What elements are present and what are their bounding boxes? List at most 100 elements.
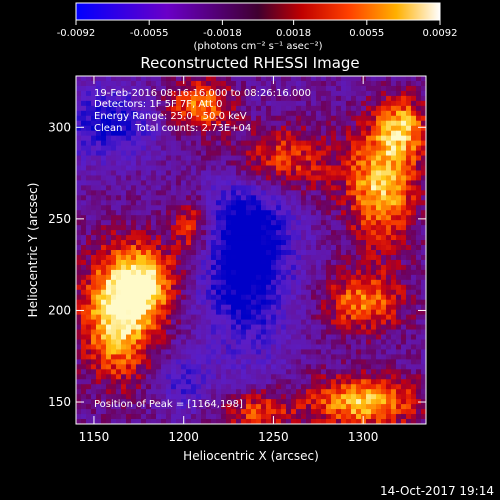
heatmap-cell <box>126 165 132 171</box>
heatmap-cell <box>236 394 242 400</box>
heatmap-cell <box>171 419 177 425</box>
heatmap-cell <box>96 80 102 87</box>
heatmap-cell <box>421 324 427 330</box>
heatmap-cell <box>416 85 422 92</box>
heatmap-cell <box>301 120 307 127</box>
heatmap-cell <box>301 339 307 345</box>
heatmap-cell <box>306 105 312 112</box>
heatmap-cell <box>251 394 257 400</box>
heatmap-cell <box>226 135 232 142</box>
heatmap-cell <box>266 110 272 117</box>
heatmap-cell <box>336 180 342 186</box>
heatmap-cell <box>76 354 82 360</box>
heatmap-cell <box>286 76 292 82</box>
heatmap-cell <box>376 324 382 330</box>
heatmap-cell <box>76 304 82 311</box>
heatmap-cell <box>276 364 282 370</box>
heatmap-cell <box>191 115 197 122</box>
heatmap-cell <box>231 180 237 186</box>
heatmap-cell <box>296 399 302 405</box>
heatmap-cell <box>126 309 132 316</box>
heatmap-cell <box>116 125 122 132</box>
heatmap-cell <box>156 404 162 410</box>
heatmap-cell <box>101 175 107 181</box>
heatmap-cell <box>231 374 237 380</box>
heatmap-cell <box>206 120 212 127</box>
heatmap-cell <box>161 324 167 330</box>
heatmap-cell <box>306 399 312 405</box>
heatmap-cell <box>96 150 102 156</box>
heatmap-cell <box>151 250 157 256</box>
heatmap-cell <box>181 175 187 181</box>
heatmap-cell <box>156 160 162 166</box>
heatmap-cell <box>341 155 347 161</box>
heatmap-cell <box>96 284 102 291</box>
heatmap-cell <box>121 140 127 146</box>
annotation-energy-range: Energy Range: 25.0 - 50.0 keV <box>94 111 247 122</box>
heatmap-cell <box>321 329 327 335</box>
heatmap-cell <box>356 399 362 405</box>
heatmap-cell <box>241 274 247 281</box>
heatmap-cell <box>341 264 347 271</box>
heatmap-cell <box>151 269 157 276</box>
heatmap-cell <box>376 235 382 241</box>
heatmap-cell <box>191 284 197 291</box>
heatmap-cell <box>191 170 197 176</box>
heatmap-cell <box>246 190 252 196</box>
heatmap-cell <box>366 90 372 97</box>
heatmap-cell <box>121 205 127 211</box>
heatmap-cell <box>261 379 267 385</box>
heatmap-cell <box>156 95 162 102</box>
heatmap-cell <box>326 319 332 325</box>
heatmap-cell <box>281 200 287 206</box>
heatmap-cell <box>156 115 162 122</box>
heatmap-cell <box>406 399 412 405</box>
heatmap-cell <box>391 304 397 311</box>
heatmap-cell <box>146 145 152 151</box>
heatmap-cell <box>106 90 112 97</box>
heatmap-cell <box>351 235 357 241</box>
heatmap-cell <box>231 215 237 221</box>
heatmap-cell <box>276 329 282 335</box>
heatmap-cell <box>96 145 102 151</box>
heatmap-cell <box>381 115 387 122</box>
heatmap-cell <box>201 140 207 146</box>
heatmap-cell <box>116 230 122 236</box>
heatmap-cell <box>281 389 287 395</box>
heatmap-cell <box>331 404 337 410</box>
heatmap-cell <box>301 254 307 261</box>
heatmap-cell <box>296 379 302 385</box>
heatmap-cell <box>246 205 252 211</box>
heatmap-cell <box>261 76 267 82</box>
heatmap-cell <box>161 110 167 117</box>
heatmap-cell <box>376 105 382 112</box>
heatmap-cell <box>186 389 192 395</box>
heatmap-cell <box>376 170 382 176</box>
heatmap-cell <box>256 95 262 102</box>
heatmap-cell <box>321 115 327 122</box>
heatmap-cell <box>161 254 167 261</box>
heatmap-cell <box>116 225 122 231</box>
heatmap-cell <box>81 95 87 102</box>
heatmap-cell <box>226 180 232 186</box>
heatmap-cell <box>301 274 307 281</box>
heatmap-cell <box>311 105 317 112</box>
heatmap-cell <box>336 225 342 231</box>
heatmap-cell <box>201 165 207 171</box>
heatmap-cell <box>76 85 82 92</box>
heatmap-cell <box>176 414 182 420</box>
heatmap-cell <box>176 404 182 410</box>
heatmap-cell <box>301 324 307 330</box>
heatmap-cell <box>381 374 387 380</box>
heatmap-cell <box>316 269 322 276</box>
heatmap-cell <box>206 150 212 156</box>
heatmap-cell <box>391 120 397 127</box>
heatmap-cell <box>361 314 367 320</box>
heatmap-cell <box>371 324 377 330</box>
heatmap-cell <box>411 384 417 390</box>
heatmap-cell <box>301 269 307 276</box>
heatmap-cell <box>386 374 392 380</box>
heatmap-cell <box>331 354 337 360</box>
heatmap-cell <box>261 175 267 181</box>
heatmap-cell <box>381 250 387 256</box>
